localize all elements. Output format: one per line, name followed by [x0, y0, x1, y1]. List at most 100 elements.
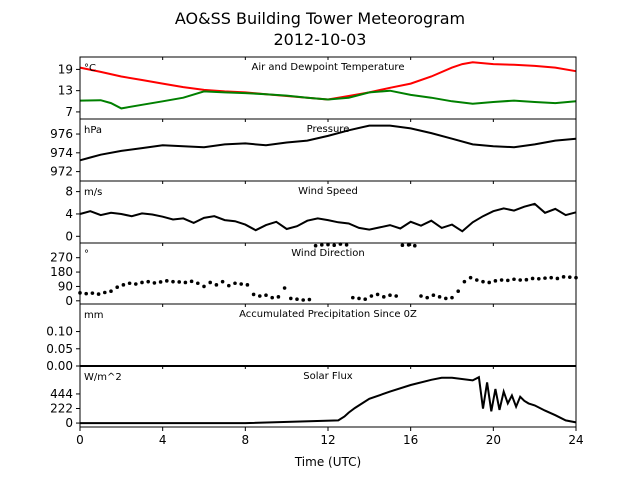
solar-ytick-label: 0: [65, 416, 73, 430]
wind_dir-point: [146, 279, 150, 284]
wind_dir-point: [183, 280, 188, 285]
wind_dir-point: [437, 295, 442, 299]
wind_dir-point: [214, 283, 219, 287]
wind_dir-point: [320, 243, 324, 247]
temp-ytick-label: 13: [58, 84, 73, 98]
x-tick-label: 4: [159, 433, 167, 447]
wind_dir-point: [537, 276, 541, 281]
wind_dir-point: [121, 283, 126, 287]
wind_dir-point: [109, 289, 113, 294]
precip-ytick-label: 0.10: [46, 325, 73, 339]
panel-temp: 7 13 19 °C Air and Dewpoint Temperature: [58, 56, 577, 120]
wind_dir-point: [493, 279, 498, 283]
x-axis: 0 4 8 12 16 20 24: [76, 427, 584, 447]
wind_dir-point: [307, 297, 312, 302]
wind_dir-point: [450, 295, 454, 300]
pressure-unit-label: hPa: [84, 125, 102, 136]
wind_dir-point: [499, 278, 504, 282]
wind_dir-point: [90, 291, 95, 295]
wind_dir-point: [524, 277, 529, 282]
x-tick-label: 0: [76, 433, 84, 447]
pressure-panel-title: Pressure: [307, 124, 350, 135]
chart-title-line2: 2012-10-03: [274, 30, 367, 49]
wind_dir-point: [543, 276, 547, 280]
precip-ytick-label: 0.05: [46, 342, 73, 356]
temp-ytick-label: 19: [58, 62, 73, 76]
wind_dir-point: [189, 279, 194, 284]
wind_dir-point: [96, 292, 101, 296]
wind_dir-point: [555, 276, 560, 281]
wind_dir-point: [369, 294, 374, 298]
wind_dir-point: [375, 292, 380, 297]
wind_dir-point: [103, 290, 107, 295]
wind_speed-ytick-label: 8: [65, 185, 73, 199]
wind_dir-point: [313, 243, 318, 248]
wind_dir-point: [220, 279, 225, 284]
wind_dir-point: [165, 279, 169, 283]
wind_dir-point: [158, 280, 163, 284]
temp-ytick-label: 7: [65, 105, 73, 119]
wind_dir-ytick-label: 90: [58, 279, 73, 293]
wind_speed-series-line-0: [79, 202, 577, 233]
wind_dir-point: [468, 275, 473, 280]
wind_dir-point: [251, 292, 256, 297]
temp-unit-label: °C: [84, 63, 96, 74]
wind_dir-point: [530, 276, 535, 281]
wind_dir-point: [264, 293, 268, 298]
wind_dir-point: [388, 293, 392, 298]
solar-panel-title: Solar Flux: [303, 371, 353, 382]
wind_dir-point: [363, 297, 368, 302]
wind_dir-ytick-label: 270: [50, 251, 73, 265]
wind_dir-point: [344, 243, 349, 247]
panel-wind_speed: 0 4 8 m/s Wind Speed: [65, 180, 577, 244]
wind_dir-point: [233, 281, 237, 286]
panel-pressure: 972 974 976 hPa Pressure: [50, 118, 577, 182]
precip-ytick-label: 0.00: [46, 359, 73, 373]
wind_speed-ytick-label: 4: [65, 207, 73, 221]
wind_dir-point: [512, 277, 516, 282]
wind_dir-point: [196, 281, 200, 286]
x-tick-label: 24: [568, 433, 583, 447]
wind_dir-point: [431, 293, 436, 298]
wind_dir-point: [295, 297, 299, 302]
precip-panel-title: Accumulated Precipitation Since 0Z: [239, 309, 417, 320]
wind_dir-point: [481, 279, 485, 284]
wind_dir-point: [332, 243, 337, 248]
wind_dir-point: [444, 296, 448, 301]
wind_dir-point: [115, 285, 119, 290]
temp-panel-title: Air and Dewpoint Temperature: [252, 62, 405, 73]
wind_speed-panel-title: Wind Speed: [298, 186, 358, 197]
wind_dir-point: [276, 295, 281, 299]
temp-series-line-1: [79, 89, 577, 110]
wind_dir-point: [239, 282, 243, 286]
wind_dir-point: [171, 279, 175, 284]
wind_dir-point: [127, 281, 132, 286]
wind_dir-point: [475, 278, 479, 282]
wind_dir-point: [394, 294, 399, 298]
wind_dir-point: [245, 283, 250, 287]
x-tick-label: 12: [320, 433, 335, 447]
wind_dir-ytick-label: 180: [50, 265, 73, 279]
wind_dir-ytick-label: 0: [65, 294, 73, 308]
wind_dir-point: [177, 280, 181, 284]
wind_dir-point: [282, 286, 287, 290]
panel-precip: 0.00 0.05 0.10 mm Accumulated Precipitation …: [46, 303, 577, 373]
wind_dir-point: [140, 280, 144, 285]
wind_dir-unit-label: °: [84, 249, 89, 260]
pressure-ytick-label: 976: [50, 127, 73, 141]
solar-ytick-label: 444: [50, 387, 73, 401]
wind_dir-point: [462, 279, 467, 284]
wind_dir-point: [413, 243, 417, 248]
chart-title-line1: AO&SS Building Tower Meteorogram: [175, 9, 465, 28]
wind_dir-point: [258, 294, 262, 298]
wind_dir-point: [419, 294, 423, 298]
wind_dir-point: [382, 295, 386, 299]
wind_speed-ytick-label: 0: [65, 229, 73, 243]
wind_dir-point: [406, 243, 411, 247]
wind_dir-point: [202, 284, 206, 289]
wind_dir-point: [487, 280, 492, 285]
wind_dir-point: [289, 296, 293, 301]
